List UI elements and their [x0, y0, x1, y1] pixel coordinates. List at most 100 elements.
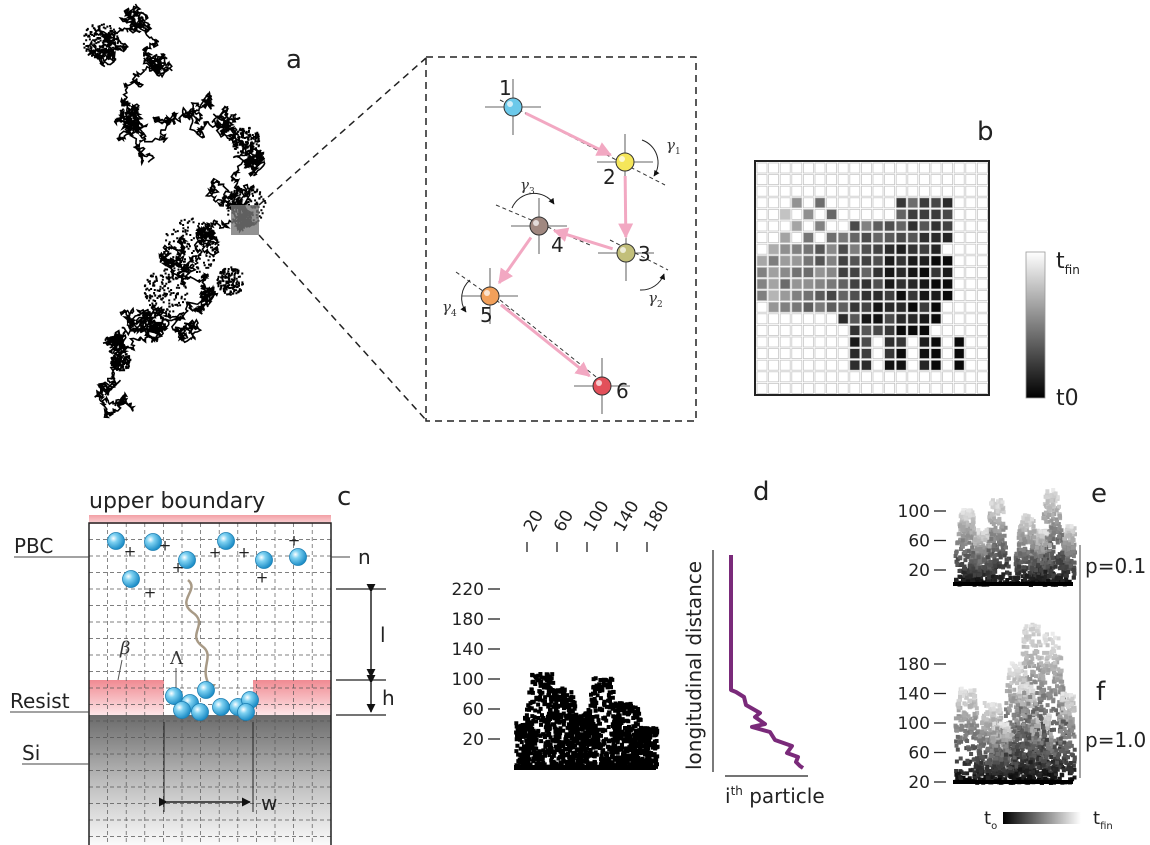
grid-cell — [919, 313, 930, 325]
grid-cell — [814, 208, 826, 220]
h-label: h — [382, 686, 395, 710]
grid-cell — [779, 313, 791, 325]
grid-cell — [942, 208, 953, 220]
deposit-cluster-f — [1028, 772, 1051, 780]
deposit-cluster-f — [1009, 634, 1047, 666]
particle — [289, 548, 307, 566]
grid-cell — [756, 278, 768, 290]
grid-cell — [977, 290, 988, 302]
grid-cell — [930, 208, 942, 220]
grid-cell — [779, 185, 791, 197]
l-label: l — [380, 623, 386, 647]
grid-cell — [919, 162, 930, 174]
grid-cell — [837, 243, 849, 255]
deposit-cluster-e — [970, 552, 1077, 567]
grid-cell — [965, 324, 977, 336]
grid-cell — [977, 371, 988, 383]
grid-cell — [872, 278, 884, 290]
panel-c: upper boundary c + + + +++++ PBC Resist Si … — [10, 482, 395, 845]
deposit-cluster-e — [970, 498, 1050, 532]
w-label: w — [261, 791, 277, 815]
f-tick-label: 20 — [908, 773, 930, 793]
grid-cell — [803, 324, 814, 336]
grid-cell — [756, 255, 768, 267]
grid-cell — [953, 336, 965, 348]
grid-cell — [768, 382, 779, 394]
panel-letter-f: f — [1096, 677, 1106, 707]
grid-cell — [965, 266, 977, 278]
grid-cell — [872, 313, 884, 325]
grid-cell — [826, 174, 837, 186]
beta-leader — [117, 659, 123, 681]
deposit-cluster-e — [970, 524, 1070, 543]
grid-cell — [919, 301, 930, 313]
grid-cell — [930, 290, 942, 302]
deposit-cluster-f — [994, 748, 1077, 770]
grid-cell — [895, 162, 907, 174]
deposit-cluster-e — [1029, 556, 1055, 566]
grid-cell — [884, 243, 895, 255]
walk-cluster-1 — [231, 126, 261, 156]
grid-cell — [768, 208, 779, 220]
grid-cell — [965, 382, 977, 394]
grid-cell — [953, 255, 965, 267]
grid-cell — [872, 290, 884, 302]
grid-cell — [884, 174, 895, 186]
d-left-tick-label: 100 — [452, 670, 484, 690]
particle — [165, 687, 183, 705]
grid-cell — [907, 290, 919, 302]
node-label-3: 3 — [638, 242, 651, 266]
grid-cell — [872, 301, 884, 313]
grid-cell — [779, 278, 791, 290]
grid-cell — [756, 243, 768, 255]
vacancy-plus: + — [159, 537, 172, 555]
grid-cell — [884, 255, 895, 267]
colorbar-ef — [1003, 812, 1081, 824]
grid-cell — [930, 278, 942, 290]
deposit-cluster-e — [955, 553, 1047, 575]
grid-cell — [814, 197, 826, 209]
grid-cell — [779, 174, 791, 186]
grid-cell — [791, 208, 803, 220]
grid-cell — [895, 220, 907, 232]
grid-cell — [814, 301, 826, 313]
walk-path — [87, 3, 266, 419]
grid-cell — [849, 359, 861, 371]
grid-cell — [803, 336, 814, 348]
deposit-cluster-f — [994, 751, 1019, 773]
grid-cell — [930, 348, 942, 360]
deposit-cluster-e — [961, 570, 966, 575]
vacancy-plus: + — [238, 544, 251, 562]
panel-letter-d: d — [753, 477, 770, 507]
grid-cell — [803, 162, 814, 174]
walk-cluster-5 — [216, 266, 244, 296]
node-highlight-4 — [533, 220, 539, 226]
grid-cell — [814, 162, 826, 174]
d-left-tick-label: 220 — [452, 580, 484, 600]
grid-cell — [837, 185, 849, 197]
vacancy-plus: + — [288, 532, 301, 550]
grid-cell — [872, 336, 884, 348]
grid-cell — [791, 359, 803, 371]
particle — [107, 532, 125, 550]
grid-cell — [814, 278, 826, 290]
grid-cell — [768, 162, 779, 174]
grid-cell — [814, 324, 826, 336]
grid-cell — [919, 232, 930, 244]
deposit-cluster-e — [1040, 543, 1048, 551]
grid-cell — [965, 336, 977, 348]
grid-cell — [895, 255, 907, 267]
grid-cell — [768, 359, 779, 371]
grid-cell — [872, 266, 884, 278]
grid-cell — [803, 255, 814, 267]
deposit-cluster-e — [970, 547, 1070, 565]
deposit-cluster-f — [972, 766, 1042, 783]
grid-cell — [930, 266, 942, 278]
grid-cell — [756, 348, 768, 360]
grid-cell — [953, 162, 965, 174]
grid-cell — [779, 359, 791, 371]
grid-cell — [768, 220, 779, 232]
grid-cell — [779, 255, 791, 267]
grid-cell — [965, 208, 977, 220]
grid-cell — [756, 382, 768, 394]
